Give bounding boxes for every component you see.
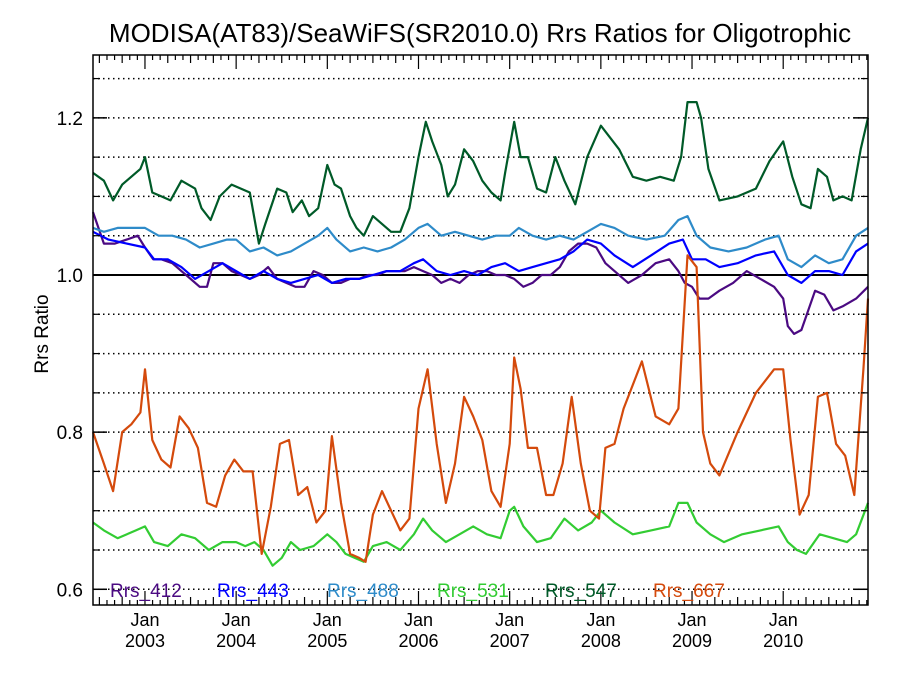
y-tick-label: 0.6	[57, 580, 83, 601]
legend-item-rrs-488: Rrs_488	[327, 581, 399, 602]
chart-title: MODISA(AT83)/SeaWiFS(SR2010.0) Rrs Ratio…	[109, 18, 851, 48]
x-tick-label-year: 2006	[398, 631, 438, 651]
y-tick-label: 1.2	[57, 109, 83, 130]
plot-frame	[92, 54, 869, 606]
x-tick-label-month: Jan	[222, 610, 251, 630]
x-tick-label-month: Jan	[130, 610, 159, 630]
x-tick-label-month: Jan	[313, 610, 342, 630]
x-tick-label-month: Jan	[769, 610, 798, 630]
legend-item-rrs-443: Rrs_443	[217, 581, 289, 602]
legend-item-rrs-667: Rrs_667	[653, 581, 725, 602]
axes-layer: 0.60.81.01.2Jan2003Jan2004Jan2005Jan2006…	[57, 54, 869, 651]
series-line-rrs-488	[92, 215, 869, 269]
x-tick-label-month: Jan	[586, 610, 615, 630]
x-tick-label-year: 2009	[672, 631, 712, 651]
series-line-rrs-443	[92, 230, 869, 284]
x-tick-label-year: 2008	[581, 631, 621, 651]
series-line-rrs-547	[92, 100, 870, 245]
series-line-rrs-531	[92, 501, 870, 567]
x-tick-label-month: Jan	[495, 610, 524, 630]
y-tick-label: 1.0	[57, 266, 83, 287]
legend: Rrs_412 Rrs_443 Rrs_488 Rrs_531 Rrs_547 Rrs_6…	[110, 581, 725, 602]
x-tick-label-month: Jan	[678, 610, 707, 630]
x-tick-label-year: 2004	[216, 631, 256, 651]
x-tick-label-year: 2007	[490, 631, 530, 651]
legend-item-rrs-531: Rrs_531	[437, 581, 509, 602]
legend-item-rrs-412: Rrs_412	[110, 581, 182, 602]
x-tick-label-year: 2003	[125, 631, 165, 651]
y-axis-label: Rrs Ratio	[32, 294, 53, 373]
x-tick-label-month: Jan	[404, 610, 433, 630]
series-line-rrs-667	[91, 254, 870, 563]
x-tick-label-year: 2010	[763, 631, 803, 651]
legend-item-rrs-547: Rrs_547	[545, 581, 617, 602]
series-layer	[91, 100, 870, 567]
y-tick-label: 0.8	[57, 423, 83, 444]
x-tick-label-year: 2005	[307, 631, 347, 651]
series-line-rrs-412	[91, 211, 869, 335]
